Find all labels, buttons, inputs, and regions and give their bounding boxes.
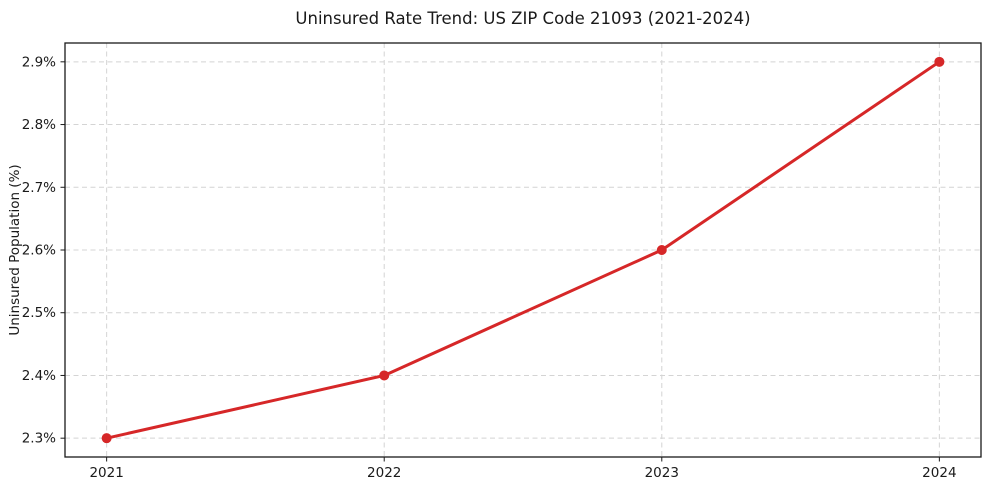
chart-title: Uninsured Rate Trend: US ZIP Code 21093 … — [295, 9, 751, 28]
x-tick-label: 2024 — [922, 465, 956, 481]
y-tick-label: 2.9% — [22, 54, 56, 70]
y-tick-label: 2.6% — [22, 243, 56, 259]
trend-line — [105, 60, 941, 440]
plot-frame — [64, 42, 982, 458]
x-tick-label: 2021 — [89, 465, 123, 481]
data-point-2021 — [101, 433, 112, 444]
y-tick-label: 2.7% — [22, 180, 56, 196]
x-tick-label: 2022 — [367, 465, 401, 481]
y-tick-label: 2.4% — [22, 368, 56, 384]
data-point-2023 — [656, 245, 667, 255]
data-point-2022 — [379, 370, 390, 381]
y-tick-label: 2.5% — [22, 305, 56, 321]
x-tick-label: 2023 — [645, 465, 679, 481]
y-tick-label: 2.8% — [22, 117, 56, 133]
y-tick-label: 2.3% — [22, 431, 56, 447]
data-point-2024 — [934, 56, 945, 67]
